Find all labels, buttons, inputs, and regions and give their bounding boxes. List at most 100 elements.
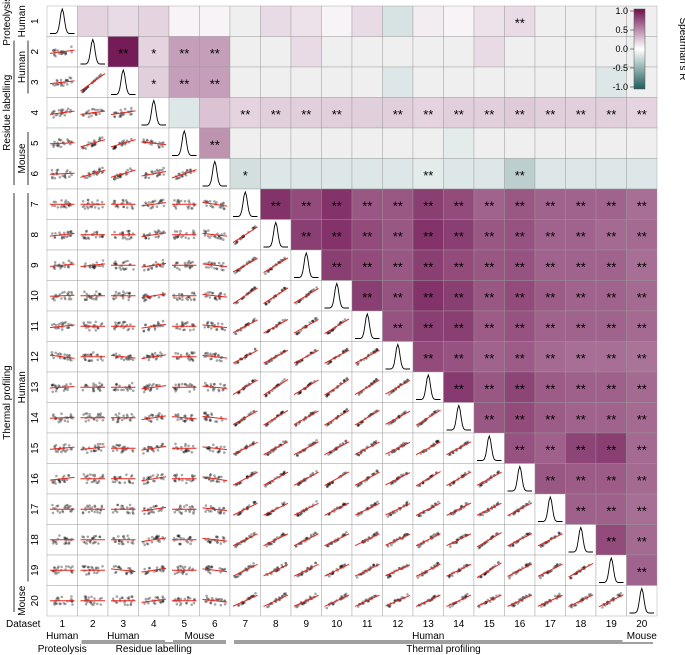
scatter-point [222,388,225,391]
regression-line [80,139,106,148]
scatter-point [87,171,91,175]
scatter-point [152,450,155,453]
scatter-point [69,382,72,386]
density-curve [111,68,136,95]
scatter-point [99,442,102,446]
heatmap-cell [595,97,627,129]
scatter-point [126,540,130,544]
scatter-point [357,423,361,426]
scatter-point [118,114,122,117]
scatter-point [279,411,283,415]
scatter-point [90,595,93,599]
scatter-point [186,295,190,299]
scatter-point [82,321,85,324]
scatter-point [211,321,214,325]
scatter-point [95,419,99,422]
scatter-point [154,414,158,418]
diagonal-cell [260,219,292,251]
scatter-point [374,378,378,381]
scatter-point [116,420,120,424]
scatter-point [64,206,68,209]
scatter-point [131,481,135,485]
scatter-point [155,357,158,360]
scatter-point [120,357,123,360]
scatter-point [112,262,116,265]
scatter-point [91,265,94,269]
scatter-point [174,205,177,208]
scatter-point [114,266,118,270]
scatter-point [176,177,179,180]
scatter-point [56,504,60,508]
scatter-point [175,357,179,360]
regression-line [263,318,289,334]
scatter-point [63,419,67,423]
scatter-point [51,143,55,147]
regression-line [141,354,167,360]
scatter-point [204,292,207,295]
density-curve [80,38,105,65]
scatter-point [70,173,73,177]
heatmap-cell [443,5,475,37]
scatter-point [116,204,119,207]
scatter-point [356,363,360,367]
scatter-point [298,391,301,395]
scatter-point [217,353,220,357]
heatmap-cell [382,310,414,342]
scatter-point [116,321,120,325]
scatter-point [185,353,189,356]
scatter-point [162,230,166,233]
scatter-point [209,479,213,483]
scatter-point [182,419,185,423]
scatter-point [157,229,160,232]
scatter-point [420,422,424,425]
scatter-point [111,449,115,453]
heatmap-cell [565,66,597,98]
scatter-point [71,603,74,606]
scatter-points [142,442,165,455]
scatter-point [254,225,257,228]
scatter-point [126,534,129,538]
scatter-point [60,328,64,331]
scatter-point [63,321,66,325]
regression-line [324,318,350,334]
scatter-point [357,453,361,457]
scatter-point [161,417,164,420]
scatter-point [144,176,147,179]
scatter-point [57,384,60,387]
heatmap-cell [351,127,383,159]
scatter-point [217,510,220,513]
significance-label: ** [423,107,433,122]
scatter-point [120,144,123,147]
heatmap-cell [504,219,536,251]
scatter-point [114,356,118,360]
scatter-point [92,297,96,301]
scatter-point [64,78,68,82]
scatter-point [161,265,164,268]
scatter-point [212,479,215,483]
scatter-point [215,328,218,331]
scatter-point [52,296,55,300]
diagonal-cell [199,158,231,190]
scatter-point [92,389,96,393]
scatter-point [214,352,217,356]
scatter-point [295,605,298,609]
scatter-point [217,388,220,392]
scatter-point [210,596,214,600]
scatter-point [98,137,102,141]
scatter-point [114,571,117,575]
scatter-point [193,351,196,355]
heatmap-cell [412,5,444,37]
scatter-point [129,387,132,391]
scatter-point [70,51,73,54]
scatter-point [63,290,66,294]
scatter-point [67,322,70,326]
scatter-point [90,480,94,484]
heatmap-cell [321,66,353,98]
scatter-point [123,268,127,271]
scatter-point [328,331,331,335]
scatter-point [85,229,88,233]
scatter-point [123,236,127,239]
scatter-point [157,173,160,177]
scatter-point [99,264,102,268]
scatter-point [178,268,181,271]
